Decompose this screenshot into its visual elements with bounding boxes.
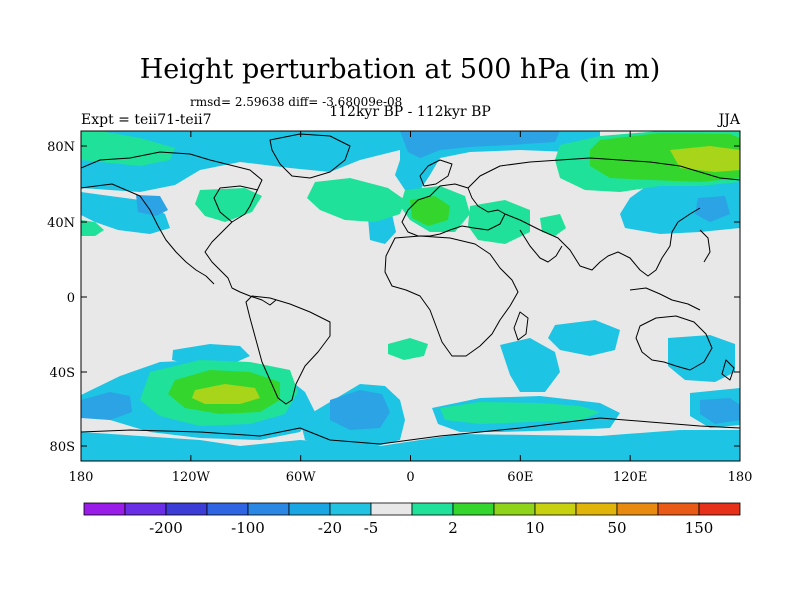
- contour-yellow-green: [192, 146, 740, 404]
- lon-tick-label: 60W: [286, 470, 317, 485]
- lon-tick-label: 120W: [172, 470, 211, 485]
- season-label: JJA: [718, 112, 740, 128]
- lat-tick-label: 80N: [47, 140, 75, 155]
- colorbar-swatch: [452, 502, 495, 516]
- colorbar-swatch: [83, 502, 126, 516]
- colorbar-label: 50: [607, 519, 626, 537]
- colorbar-swatch: [288, 502, 331, 516]
- colorbar-swatch: [575, 502, 618, 516]
- colorbar-label: 2: [448, 519, 458, 537]
- axis-tick-labels: 80N 40N 0 40S 80S 180 120W 60W 0 60E 120E 180: [47, 140, 752, 485]
- colorbar-swatch: [534, 502, 577, 516]
- colorbar-label: -200: [149, 519, 183, 537]
- colorbar-swatch: [329, 502, 372, 516]
- colorbar-label: 150: [685, 519, 714, 537]
- lat-tick-label: 40S: [50, 366, 75, 381]
- colorbar-swatch: [206, 502, 249, 516]
- period-label: 112kyr BP - 112kyr BP: [329, 104, 491, 120]
- colorbar-swatch: [698, 502, 741, 516]
- lat-tick-label: 80S: [50, 440, 75, 455]
- lat-tick-label: 40N: [47, 216, 75, 231]
- colorbar-label: -20: [318, 519, 342, 537]
- colorbar-swatch: [165, 502, 208, 516]
- contour-mid-blue: [81, 131, 740, 430]
- coastlines: [81, 133, 740, 445]
- colorbar-swatch: [616, 502, 659, 516]
- lon-tick-label: 60E: [507, 470, 533, 485]
- colorbar-label: -100: [231, 519, 265, 537]
- colorbar-labels: -200 -100 -20 -5 2 10 50 150: [149, 519, 713, 537]
- colorbar-swatch: [493, 502, 536, 516]
- lon-tick-label: 0: [406, 470, 414, 485]
- plot-title: Height perturbation at 500 hPa (in m): [139, 54, 661, 85]
- experiment-label: Expt = teii71-teii7: [81, 112, 212, 128]
- stats-line: rmsd= 2.59638 diff= -3.68009e-08: [190, 95, 403, 109]
- lon-tick-label: 180: [69, 470, 94, 485]
- colorbar-swatch: [124, 502, 167, 516]
- colorbar-swatch: [411, 502, 454, 516]
- colorbar-label: -5: [364, 519, 379, 537]
- colorbar: [83, 502, 741, 516]
- lat-tick-label: 0: [67, 291, 75, 306]
- colorbar-swatch: [247, 502, 290, 516]
- colorbar-swatch: [370, 502, 413, 516]
- colorbar-swatch: [657, 502, 700, 516]
- colorbar-label: 10: [525, 519, 544, 537]
- map-panel: [81, 131, 740, 461]
- lon-tick-label: 180: [728, 470, 753, 485]
- lon-tick-label: 120E: [613, 470, 647, 485]
- axis-ticks: [80, 131, 741, 461]
